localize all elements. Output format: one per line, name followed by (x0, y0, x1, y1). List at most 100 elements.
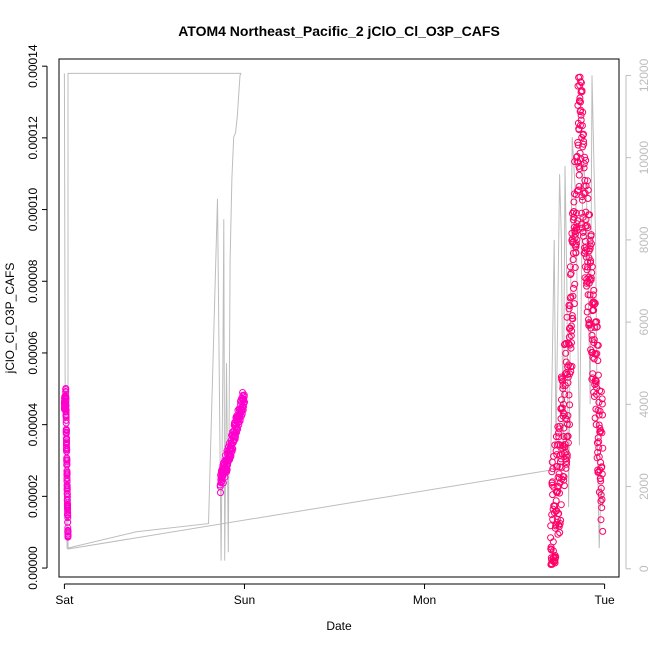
data-point (575, 183, 583, 190)
y2-tick-label: 0 (637, 565, 650, 572)
data-point (579, 108, 587, 116)
y-tick-label: 0.00014 (26, 44, 40, 88)
data-point (234, 425, 242, 433)
data-point (560, 476, 568, 484)
data-point (580, 130, 587, 138)
data-point (557, 501, 565, 509)
data-point (580, 164, 588, 172)
data-point (582, 156, 590, 164)
data-point (233, 429, 240, 437)
data-point (572, 243, 580, 251)
y-axis-label: jClO_Cl_O3P_CAFS (3, 263, 17, 375)
data-point (554, 488, 562, 495)
data-point (63, 456, 71, 464)
data-point (565, 305, 573, 313)
data-point (586, 211, 593, 219)
data-point (556, 489, 563, 497)
data-point (588, 331, 596, 339)
data-point (560, 433, 568, 440)
data-point (573, 236, 581, 244)
axes: 0.00000 0.00002 0.00004 0.00006 0.00008 0.000… (26, 44, 650, 607)
data-point (563, 451, 571, 459)
data-point (598, 395, 606, 403)
data-point (62, 398, 70, 406)
data-point (570, 300, 578, 308)
data-point (549, 538, 557, 546)
data-point (560, 482, 568, 490)
data-point (562, 464, 570, 472)
data-point (597, 459, 605, 466)
data-point (588, 263, 596, 271)
data-point (567, 269, 575, 277)
data-point (62, 408, 70, 416)
data-point (240, 391, 248, 399)
data-point (552, 433, 560, 441)
data-point (597, 516, 605, 524)
data-point (565, 361, 572, 369)
data-point (564, 412, 572, 420)
data-point (560, 424, 568, 432)
y-tick-label: 0.00000 (26, 546, 40, 590)
altitude-series-line (63, 72, 604, 561)
data-point (592, 380, 600, 388)
data-point (591, 300, 599, 308)
data-point (594, 448, 602, 456)
data-point (64, 532, 72, 540)
data-point (555, 433, 563, 441)
data-point (556, 529, 564, 537)
y-tick-label: 0.00008 (26, 259, 40, 303)
data-point (598, 470, 606, 478)
data-point (556, 451, 564, 459)
data-point (568, 362, 576, 370)
data-point (584, 195, 592, 202)
data-point (560, 410, 568, 418)
data-point (568, 312, 576, 320)
data-point (597, 491, 605, 499)
data-point (573, 187, 581, 195)
data-point (598, 496, 606, 503)
data-point (241, 398, 248, 406)
data-point (564, 373, 572, 381)
data-point (567, 344, 575, 352)
data-point (560, 473, 568, 481)
data-point (592, 377, 600, 385)
data-point (597, 484, 605, 492)
data-point (217, 489, 224, 497)
data-point (64, 507, 72, 515)
data-point (554, 530, 562, 538)
data-point (62, 385, 70, 392)
data-point (591, 299, 599, 307)
data-point (64, 511, 72, 519)
data-point (598, 400, 606, 408)
y-tick-label: 0.00006 (26, 331, 40, 375)
data-point (553, 451, 561, 459)
x-tick-label: Tue (594, 593, 615, 607)
data-point (62, 406, 70, 414)
data-point (598, 429, 606, 437)
data-point (229, 445, 237, 453)
data-point (577, 78, 585, 86)
data-point (555, 510, 563, 517)
data-point (240, 395, 248, 403)
x-tick-label: Mon (413, 593, 436, 607)
y-tick-label: 0.00012 (26, 116, 40, 160)
data-point (567, 332, 575, 340)
data-point (572, 209, 580, 217)
data-point (558, 396, 565, 404)
data-point (575, 186, 582, 194)
data-point (580, 140, 588, 148)
y2-tick-label: 12000 (637, 58, 650, 92)
data-point (563, 460, 570, 468)
altitude-line (63, 72, 604, 561)
data-point (223, 466, 231, 474)
data-point (593, 350, 601, 358)
data-point (584, 224, 592, 232)
data-point (556, 422, 564, 430)
data-point (593, 323, 601, 331)
data-point (596, 475, 604, 483)
data-point (595, 444, 603, 452)
data-point (578, 88, 586, 96)
y2-tick-label: 10000 (637, 141, 650, 175)
data-point (62, 395, 70, 403)
data-point (576, 97, 583, 105)
